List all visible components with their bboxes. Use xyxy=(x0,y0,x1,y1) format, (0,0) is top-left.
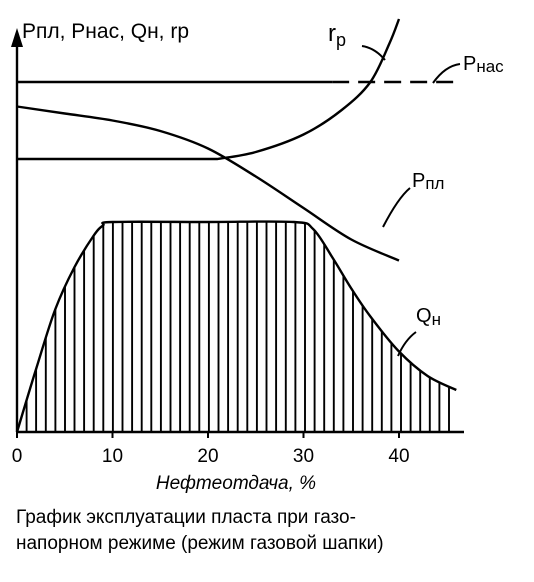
pnas-leader xyxy=(432,63,461,84)
ppl-label-base: P xyxy=(412,170,425,192)
figure-caption: График эксплуатации пласта при газо- нап… xyxy=(16,505,526,557)
caption-line-2: напорном режиме (режим газовой шапки) xyxy=(16,533,384,554)
qn-label-sub: н xyxy=(432,310,441,329)
rp-label-base: r xyxy=(328,20,336,47)
ppl-leader xyxy=(382,187,411,228)
x-tick-label-0: 0 xyxy=(12,446,23,467)
x-axis-label: Нефтеотдача, % xyxy=(156,473,316,494)
x-axis-ticks: 0 10 20 30 40 xyxy=(12,432,410,467)
ppl-label: Pпл xyxy=(382,170,444,228)
x-tick-label-40: 40 xyxy=(388,446,409,467)
chart: 0 10 20 30 40 Pпл, Pнас, Qн, rр Нефтеотдача,… xyxy=(11,18,504,494)
qn-series-line xyxy=(15,220,457,433)
rp-series-line xyxy=(17,18,401,161)
svg-text:Qн: Qн xyxy=(416,305,441,329)
ppl-series-line xyxy=(16,105,400,262)
pnas-label-base: P xyxy=(463,53,476,75)
y-axis-arrow xyxy=(11,28,23,47)
x-tick-label-30: 30 xyxy=(293,446,314,467)
qn-label: Qн xyxy=(397,305,441,357)
y-axis-label: Pпл, Pнас, Qн, rр xyxy=(22,20,189,43)
qn-label-base: Q xyxy=(416,305,432,327)
pnas-label: Pнас xyxy=(432,53,504,84)
svg-text:Pнас: Pнас xyxy=(463,53,504,76)
qn-hatch-area xyxy=(25,221,450,432)
rp-leader xyxy=(361,45,386,61)
caption-line-1: График эксплуатации пласта при газо- xyxy=(16,507,356,528)
x-tick-label-10: 10 xyxy=(102,446,123,467)
rp-label: rр xyxy=(328,20,386,61)
pnas-label-sub: нас xyxy=(476,57,504,76)
svg-text:Pпл: Pпл xyxy=(412,170,444,193)
ppl-label-sub: пл xyxy=(425,174,444,193)
svg-text:rр: rр xyxy=(328,20,346,50)
rp-label-sub: р xyxy=(336,30,346,50)
x-tick-label-20: 20 xyxy=(197,446,218,467)
qn-leader xyxy=(397,331,417,357)
